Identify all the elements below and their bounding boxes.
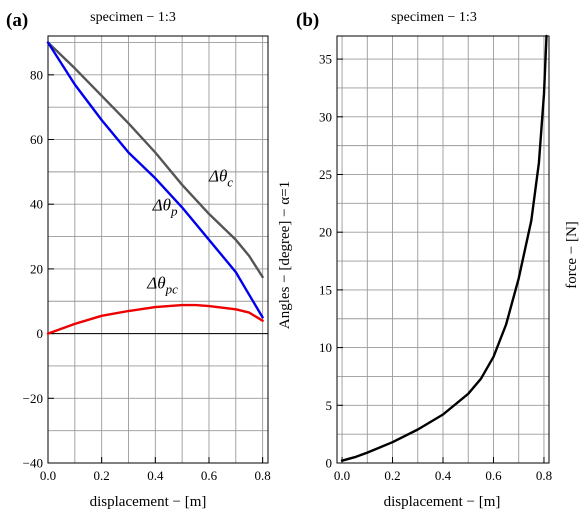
title-b: specimen − 1:3	[391, 10, 477, 25]
ytick-label-b: 10	[319, 340, 332, 355]
series-label-c: Δθc	[208, 167, 233, 190]
ytick-label-b: 35	[319, 52, 332, 67]
xtick-label-b: 0.0	[334, 468, 350, 483]
ytick-label-b: 25	[319, 167, 332, 182]
xlabel-b: displacement − [m]	[384, 494, 501, 510]
panel-label-a: (a)	[6, 10, 28, 31]
ytick-label-b: 0	[326, 456, 333, 471]
xtick-label-a: 0.0	[40, 468, 56, 483]
series-label-pc: Δθpc	[146, 273, 178, 296]
xtick-label-b: 0.4	[435, 468, 452, 483]
ytick-label-b: 15	[319, 282, 332, 297]
annotations-a: Δθc Δθp Δθpc	[146, 167, 233, 297]
ytick-label-a: 0	[37, 326, 44, 341]
title-a: specimen − 1:3	[90, 10, 176, 25]
series-line-pc	[46, 303, 264, 335]
series-line-force	[340, 34, 548, 462]
ytick-label-a: 20	[30, 261, 43, 276]
xtick-label-a: 0.6	[201, 468, 218, 483]
panel-b: (b) specimen − 1:3 0.0 0.2 0.4 0.6 0.8 0 5 10 15…	[296, 10, 580, 510]
ytick-label-b: 20	[319, 225, 332, 240]
grid-b	[337, 36, 549, 464]
xtick-label-b: 0.6	[485, 468, 502, 483]
ytick-label-b: 5	[326, 398, 333, 413]
ytick-label-b: 30	[319, 109, 332, 124]
series-label-p: Δθp	[152, 196, 178, 219]
ytick-label-a: 80	[30, 67, 43, 82]
series-line-p	[46, 41, 264, 319]
grid-a	[47, 36, 268, 464]
xtick-label-a: 0.4	[147, 468, 164, 483]
xtick-label-b: 0.2	[384, 468, 400, 483]
ytick-label-a: 40	[30, 197, 43, 212]
panel-a: (a) specimen − 1:3 0.0 0.2 0.4 0.6 0.8 −40 −20…	[6, 10, 293, 510]
ticks-a: 0.0 0.2 0.4 0.6 0.8 −40 −20 0 20 40 60 80	[23, 67, 271, 483]
ylabel-b: force − [N]	[564, 221, 580, 289]
xlabel-a: displacement − [m]	[90, 494, 207, 510]
series-line-c	[46, 41, 264, 279]
xtick-label-a: 0.8	[255, 468, 271, 483]
xtick-label-a: 0.2	[94, 468, 110, 483]
xtick-label-b: 0.8	[536, 468, 552, 483]
ytick-label-a: 60	[30, 132, 43, 147]
ticks-b: 0.0 0.2 0.4 0.6 0.8 0 5 10 15 20 25 30 35	[319, 52, 552, 483]
ylabel-a: Angles − [degree] − α=1	[277, 181, 293, 329]
panel-label-b: (b)	[296, 10, 319, 31]
plot-frame-a	[47, 35, 269, 464]
ytick-label-a: −40	[23, 456, 43, 471]
series-b	[340, 34, 548, 462]
ytick-label-a: −20	[23, 391, 43, 406]
series-a	[46, 41, 264, 335]
